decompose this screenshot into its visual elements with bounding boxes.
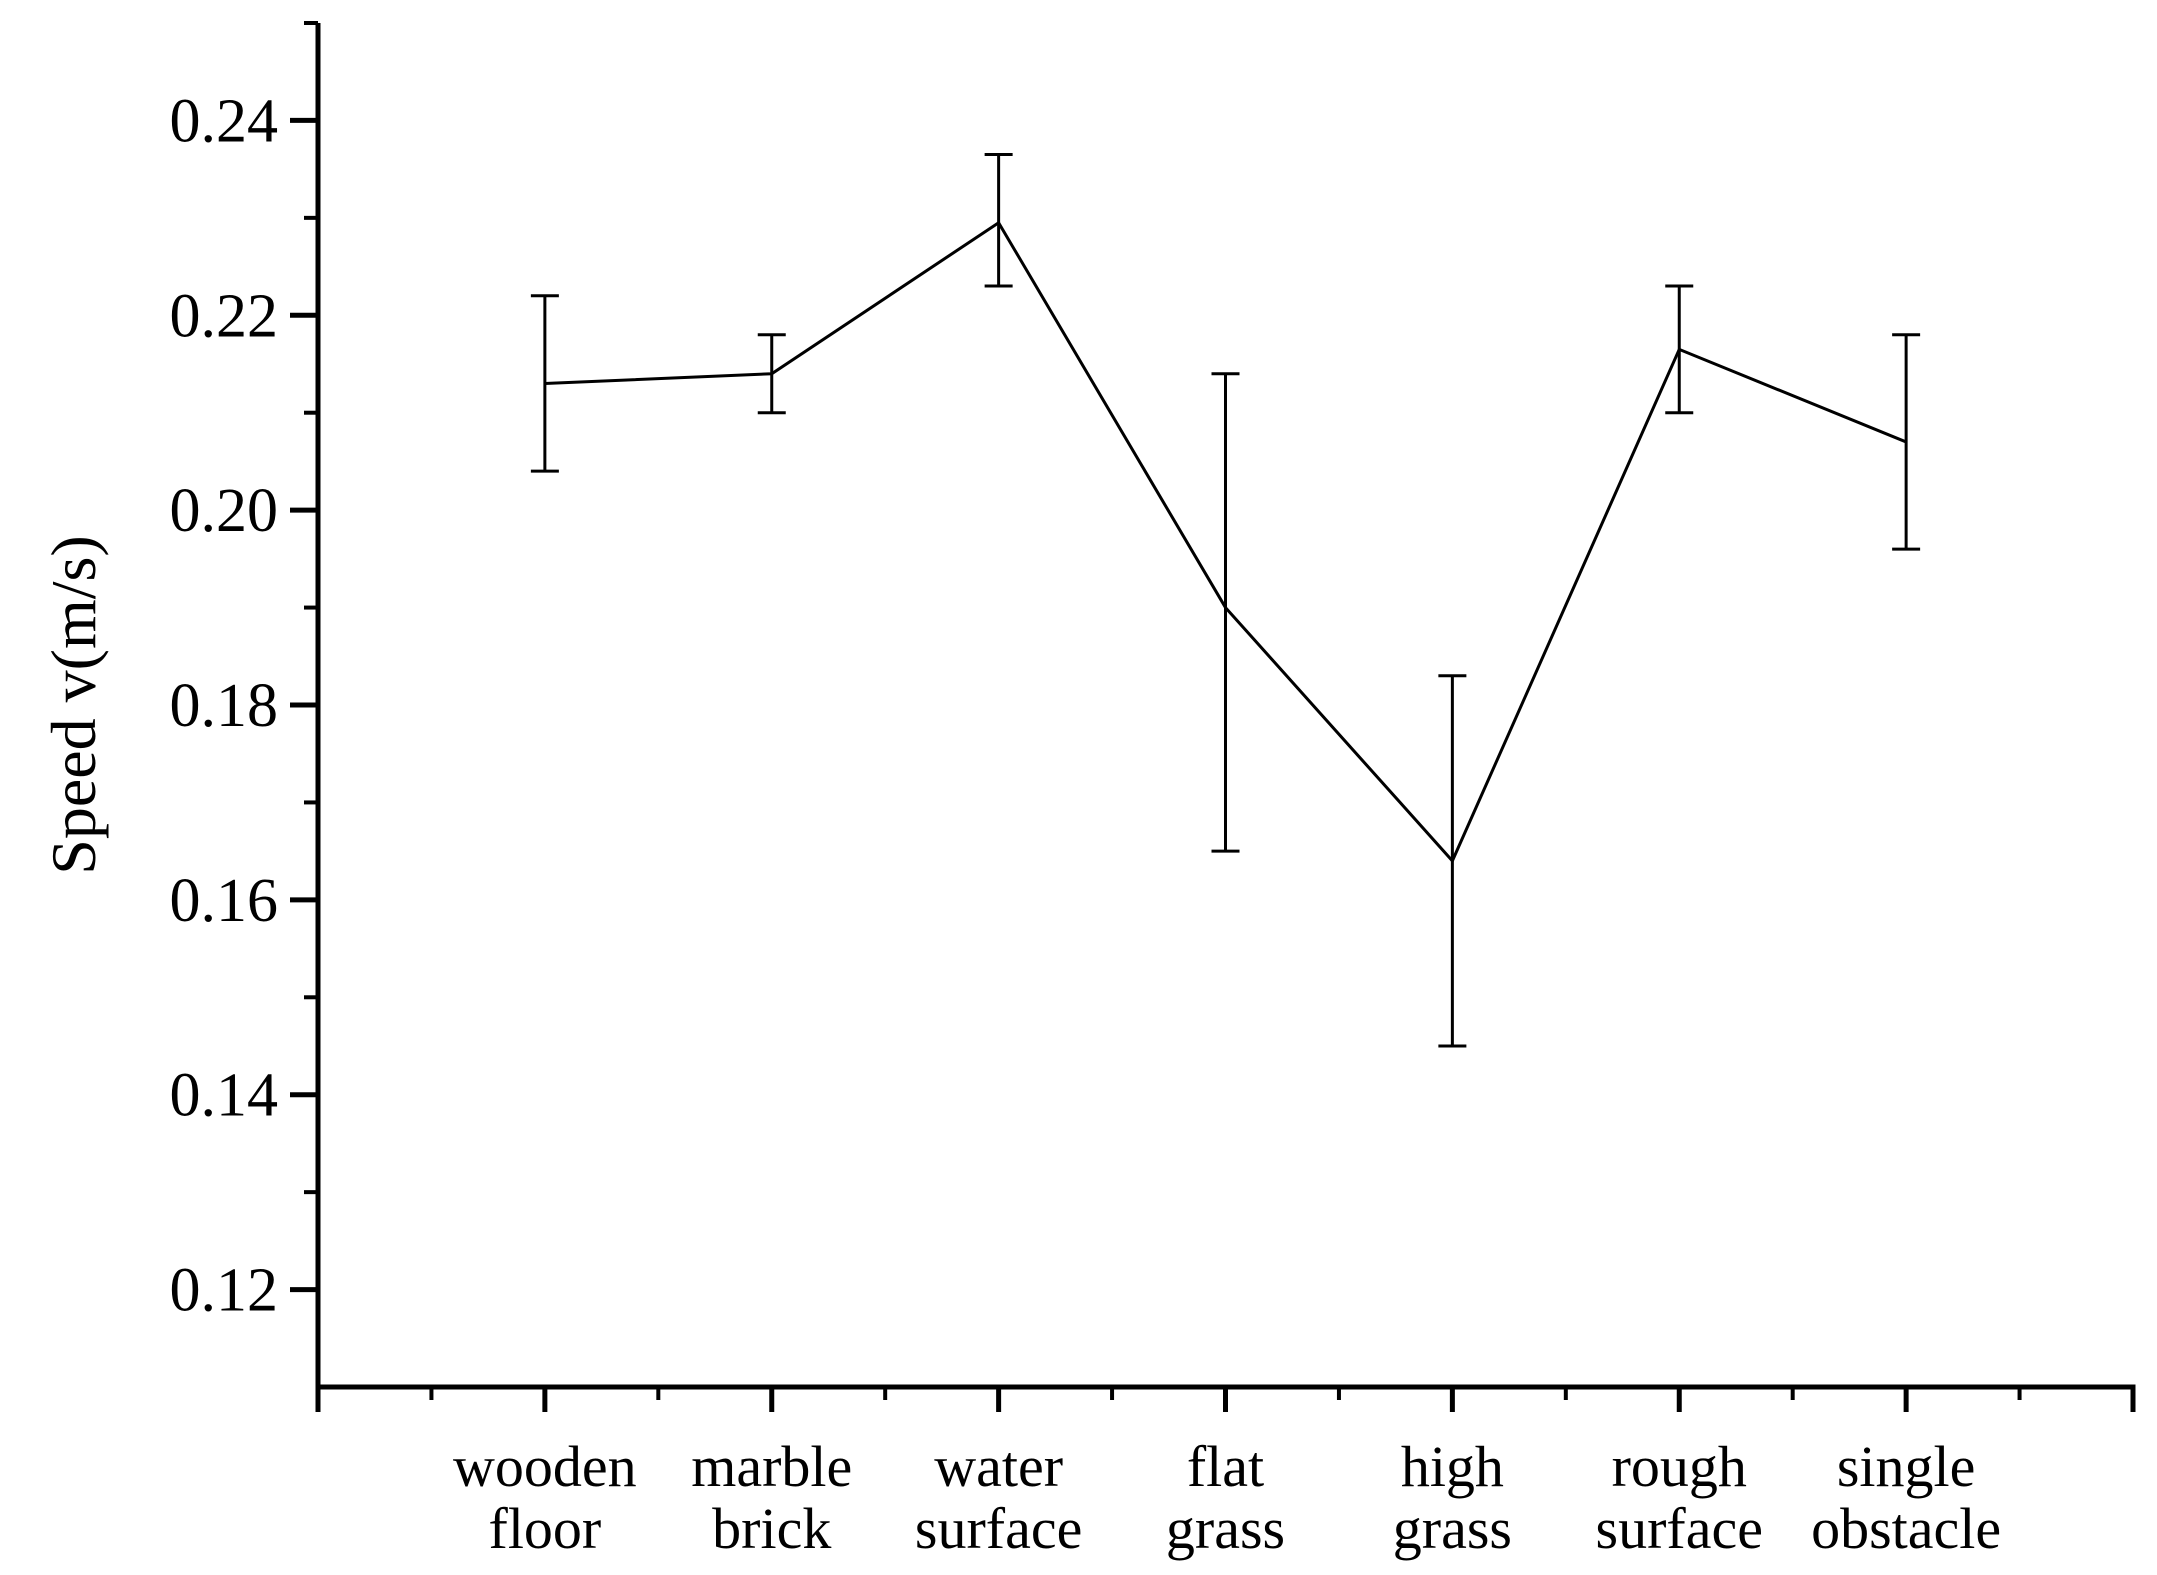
category-label-line1: single	[1837, 1434, 1976, 1499]
y-tick-label: 0.20	[170, 477, 279, 545]
category-label-line1: water	[934, 1434, 1063, 1499]
x-axis-ticks	[315, 1387, 2136, 1412]
y-tick-label: 0.24	[170, 87, 279, 155]
category-label-line2: floor	[489, 1496, 602, 1561]
y-tick-label: 0.14	[170, 1062, 279, 1130]
error-bar	[984, 153, 1013, 288]
category-label-line2: surface	[1596, 1496, 1763, 1561]
y-axis-ticks: 0.12 0.14 0.16 0.18 0.20 0.22 0.24	[170, 21, 318, 1325]
category-label-line1: high	[1401, 1434, 1504, 1499]
category-label-line1: marble	[691, 1434, 852, 1499]
error-bars	[530, 153, 1921, 1048]
category-label-line2: brick	[712, 1496, 831, 1561]
category-label-line1: wooden	[453, 1434, 637, 1499]
y-tick-label: 0.22	[170, 282, 279, 350]
category-label-line2: grass	[1393, 1496, 1512, 1561]
y-tick-label: 0.18	[170, 672, 279, 740]
y-tick-label: 0.12	[170, 1257, 279, 1325]
error-bar	[1211, 372, 1240, 853]
y-axis-title: Speed v(m/s)	[38, 535, 109, 875]
y-tick-label: 0.16	[170, 867, 279, 935]
category-label-line2: surface	[915, 1496, 1082, 1561]
category-label-line1: rough	[1612, 1434, 1747, 1499]
category-label-line2: grass	[1166, 1496, 1285, 1561]
category-label-line2: obstacle	[1811, 1496, 2001, 1561]
category-labels: woodenfloormarblebrickwatersurfaceflatgr…	[453, 1434, 2001, 1561]
speed-series-line	[544, 220, 1907, 864]
category-label-line1: flat	[1187, 1434, 1264, 1499]
